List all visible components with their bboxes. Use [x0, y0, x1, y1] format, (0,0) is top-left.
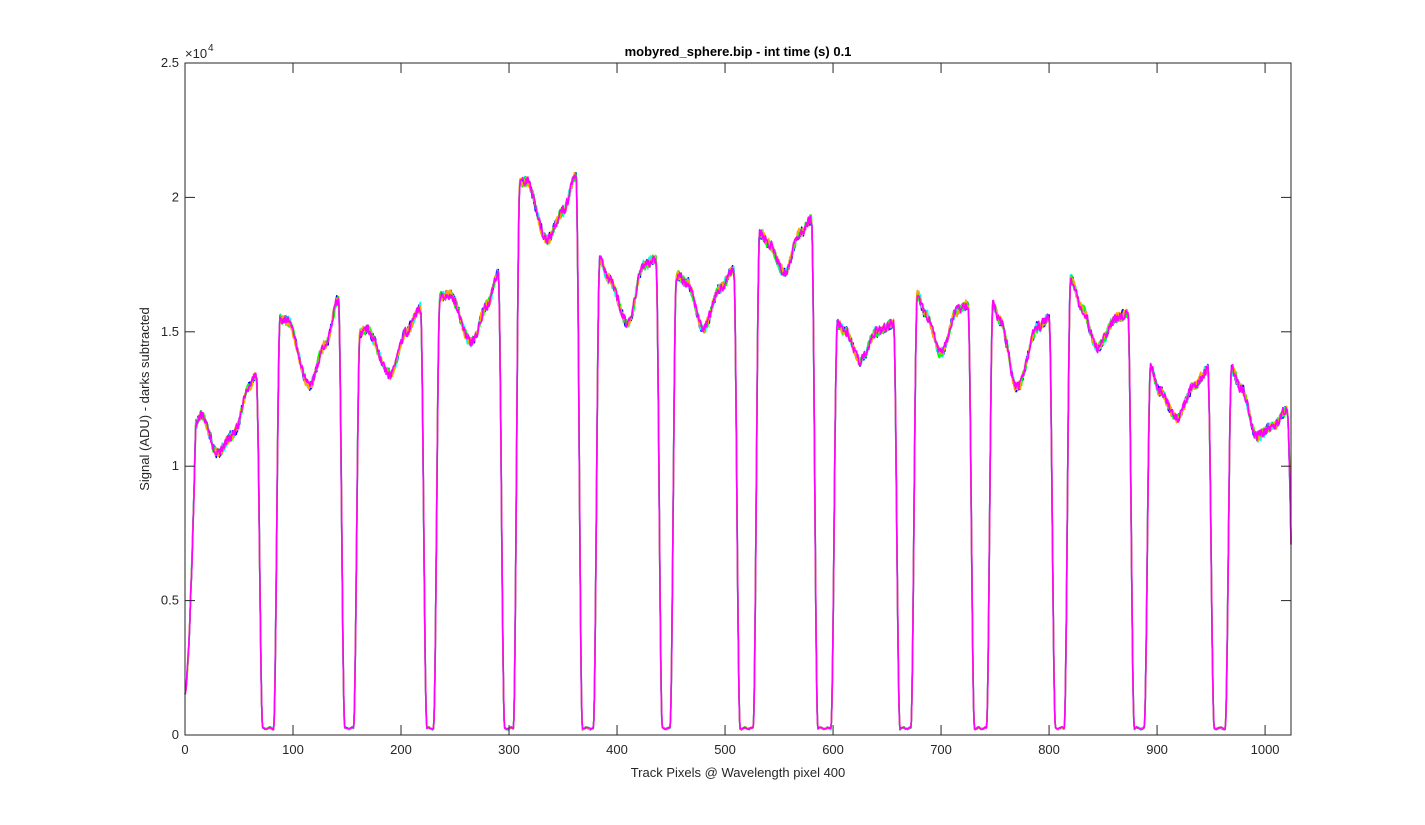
- x-tick-label: 0: [181, 742, 188, 757]
- x-tick-label: 500: [714, 742, 736, 757]
- x-tick-label: 400: [606, 742, 628, 757]
- x-tick-label: 200: [390, 742, 412, 757]
- series-line: [184, 174, 1292, 731]
- y-tick-label: 1.5: [161, 324, 179, 339]
- y-exponent-base: ×10: [185, 46, 207, 61]
- y-axis-label: Signal (ADU) - darks subtracted: [137, 307, 152, 491]
- x-tick-label: 300: [498, 742, 520, 757]
- axes-box: [184, 62, 1292, 736]
- y-tick-label: 0: [172, 727, 179, 742]
- x-tick-label: 1000: [1251, 742, 1280, 757]
- x-axis-ticks: 0 100 200 300 400 500 600 700 800 900 1000: [181, 63, 1280, 757]
- chart-title: mobyred_sphere.bip - int time (s) 0.1: [625, 44, 852, 59]
- y-axis-exponent: ×10 4: [185, 43, 214, 61]
- y-exponent-power: 4: [208, 43, 214, 54]
- x-tick-label: 100: [282, 742, 304, 757]
- y-tick-label: 1: [172, 458, 179, 473]
- x-tick-label: 600: [822, 742, 844, 757]
- y-tick-label: 2: [172, 189, 179, 204]
- x-axis-label: Track Pixels @ Wavelength pixel 400: [631, 765, 846, 780]
- x-tick-label: 900: [1146, 742, 1168, 757]
- x-tick-label: 800: [1038, 742, 1060, 757]
- plot-area: 0 100 200 300 400 500 600 700 800 900 1000 0 0.5 1 1.…: [161, 55, 1292, 757]
- y-tick-label: 0.5: [161, 593, 179, 608]
- y-tick-label: 2.5: [161, 55, 179, 70]
- series-layer: [184, 171, 1292, 731]
- y-axis-ticks: 0 0.5 1 1.5 2 2.5: [161, 55, 1291, 742]
- x-tick-label: 700: [930, 742, 952, 757]
